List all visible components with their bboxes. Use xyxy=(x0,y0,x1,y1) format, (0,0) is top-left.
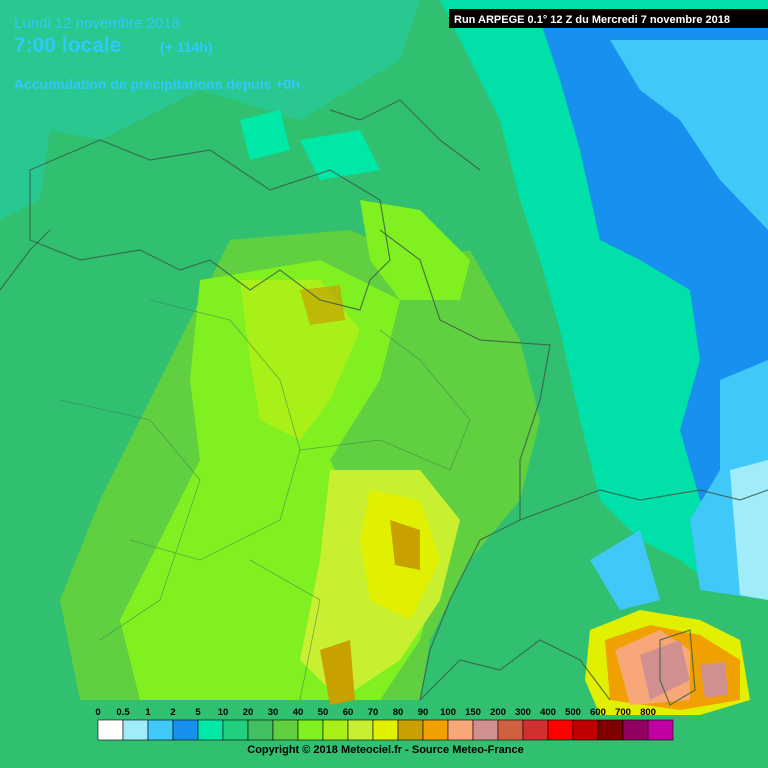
time: 7:00 locale xyxy=(14,34,121,57)
legend-swatch xyxy=(272,719,299,741)
legend-label: 80 xyxy=(393,707,404,718)
legend-label: 60 xyxy=(343,707,354,718)
legend-swatch xyxy=(247,719,274,741)
legend-swatch xyxy=(497,719,524,741)
legend-label: 30 xyxy=(268,707,279,718)
legend-label: 2 xyxy=(170,707,175,718)
borders xyxy=(0,99,768,706)
legend-label: 400 xyxy=(540,707,556,718)
legend-swatch xyxy=(622,719,649,741)
legend-label: 10 xyxy=(218,707,229,718)
precip-field xyxy=(0,0,768,715)
legend-label: 70 xyxy=(368,707,379,718)
legend-label: 300 xyxy=(515,707,531,718)
legend-swatch xyxy=(447,719,474,741)
legend-swatch xyxy=(172,719,199,741)
legend-swatch xyxy=(122,719,149,741)
run-info: Run ARPEGE 0.1° 12 Z du Mercredi 7 novem… xyxy=(454,14,730,26)
legend-label: 100 xyxy=(440,707,456,718)
date: Lundi 12 novembre 2018 xyxy=(14,15,180,32)
legend-label: 150 xyxy=(465,707,481,718)
legend-swatch xyxy=(647,719,674,741)
copyright: Copyright © 2018 Meteociel.fr - Source M… xyxy=(247,744,523,756)
legend-label: 500 xyxy=(565,707,581,718)
legend-label: 0.5 xyxy=(116,707,130,718)
legend-label: 40 xyxy=(293,707,304,718)
legend-label: 200 xyxy=(490,707,506,718)
legend-swatch xyxy=(572,719,599,741)
legend-swatch xyxy=(322,719,349,741)
legend-swatch xyxy=(297,719,324,741)
legend-swatch xyxy=(222,719,249,741)
legend-label: 50 xyxy=(318,707,329,718)
legend-swatch xyxy=(147,719,174,741)
legend-label: 5 xyxy=(195,707,201,718)
legend-label: 90 xyxy=(418,707,429,718)
legend-label: 0 xyxy=(95,707,100,718)
legend-swatch xyxy=(397,719,424,741)
legend-label: 20 xyxy=(243,707,254,718)
legend-label: 700 xyxy=(615,707,631,718)
legend-swatch xyxy=(422,719,449,741)
legend-swatch xyxy=(347,719,374,741)
legend-swatch xyxy=(197,719,224,741)
legend-swatch xyxy=(97,719,124,741)
lead-time: (+ 114h) xyxy=(160,39,213,55)
legend-swatch xyxy=(472,719,499,741)
subtitle: Accumulation de précipitations depuis +0… xyxy=(14,76,300,92)
run-box xyxy=(449,9,768,28)
legend: 0 0.5 1 2 5 10 20 30 40 50 60 70 80 90 100 150 200 300 400… xyxy=(95,707,674,756)
legend-swatch xyxy=(597,719,624,741)
legend-swatch xyxy=(372,719,399,741)
legend-label: 1 xyxy=(145,707,151,718)
legend-label: 600 xyxy=(590,707,606,718)
legend-swatch xyxy=(522,719,549,741)
legend-label: 800 xyxy=(640,707,656,718)
legend-swatch xyxy=(547,719,574,741)
